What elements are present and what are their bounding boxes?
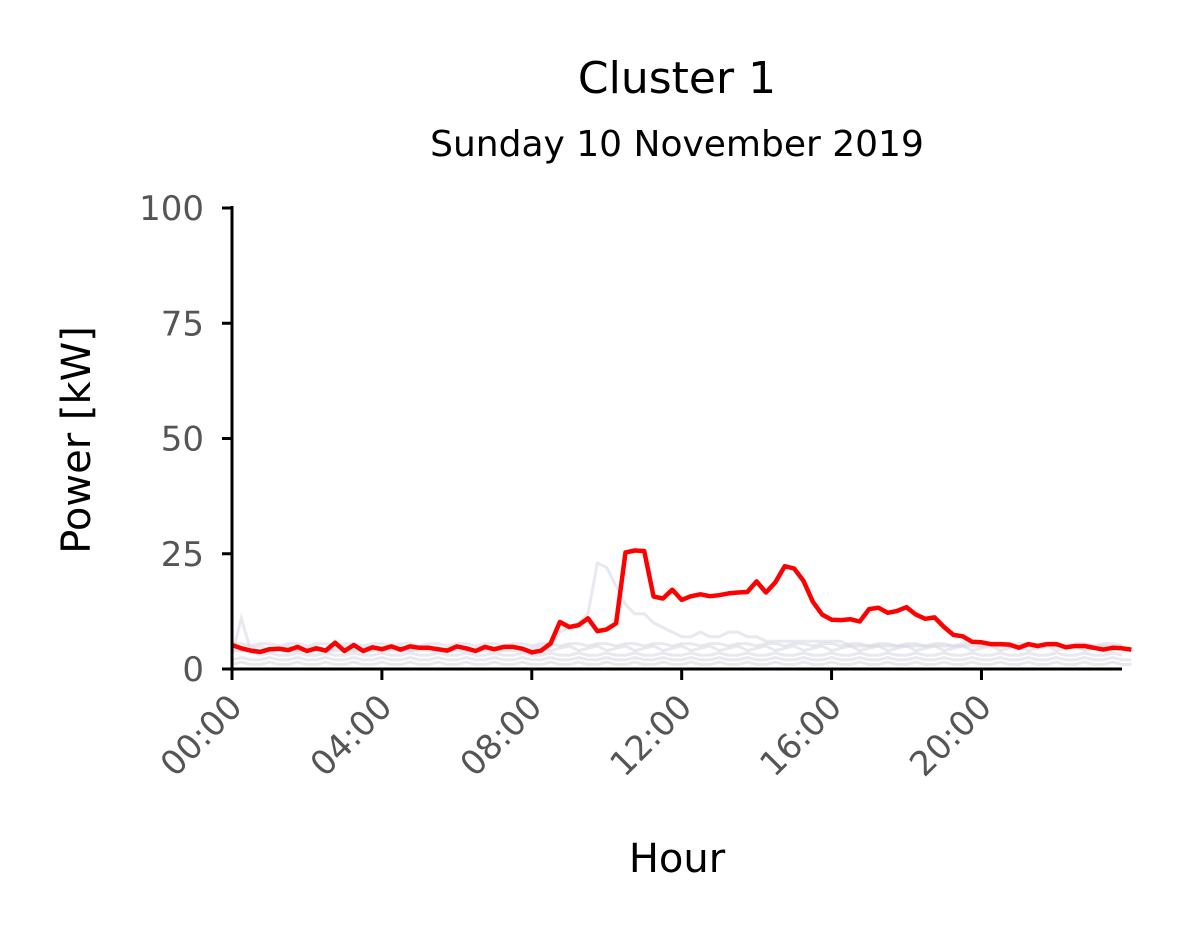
y-tick-label: 0 bbox=[182, 650, 204, 690]
highlight-series-line bbox=[231, 548, 1132, 655]
highlight-series-group bbox=[231, 548, 1132, 655]
y-tick-label: 50 bbox=[161, 420, 204, 460]
chart-subtitle: Sunday 10 November 2019 bbox=[430, 124, 924, 165]
y-tick-label: 75 bbox=[161, 304, 204, 344]
chart-title: Cluster 1 bbox=[578, 53, 776, 104]
x-tick-label: 04:00 bbox=[303, 687, 401, 785]
y-axis-label: Power [kW] bbox=[54, 326, 100, 554]
x-tick-label: 16:00 bbox=[752, 687, 850, 785]
background-series-line-3 bbox=[231, 655, 1132, 662]
y-tick-label: 100 bbox=[139, 189, 204, 229]
x-tick-label: 20:00 bbox=[902, 687, 1000, 785]
background-series-line-2 bbox=[230, 612, 1123, 657]
x-ticks: 00:00 04:00 08:00 12:00 16:00 20:00 bbox=[153, 669, 1000, 785]
x-tick-label: 00:00 bbox=[153, 687, 251, 785]
y-ticks: 0 25 50 75 100 bbox=[139, 189, 232, 690]
x-tick-label: 12:00 bbox=[602, 687, 700, 785]
y-tick-label: 25 bbox=[161, 535, 204, 575]
x-tick-label: 08:00 bbox=[453, 687, 551, 785]
background-series-line-5 bbox=[231, 660, 1132, 666]
x-axis-label: Hour bbox=[629, 836, 726, 882]
background-series-line-4 bbox=[232, 560, 1122, 653]
